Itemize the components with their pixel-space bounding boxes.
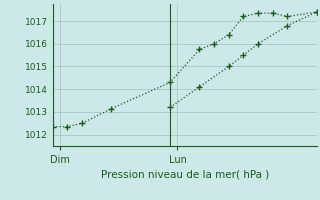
X-axis label: Pression niveau de la mer( hPa ): Pression niveau de la mer( hPa ) <box>101 169 269 179</box>
